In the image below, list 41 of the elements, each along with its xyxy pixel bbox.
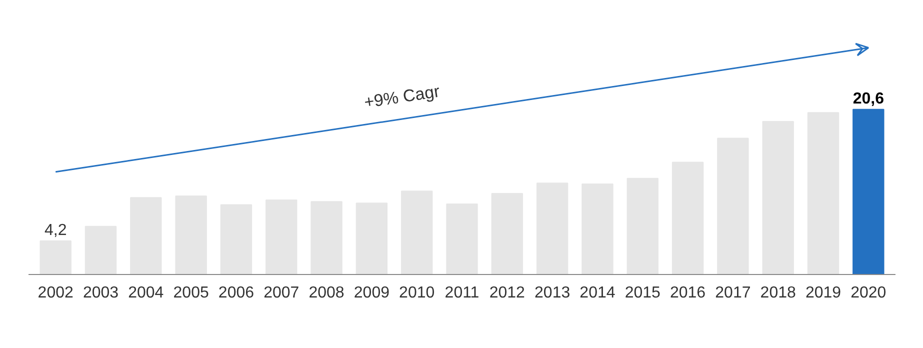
bar — [807, 112, 840, 274]
x-tick-label: 2014 — [580, 284, 616, 302]
x-tick-label: 2004 — [128, 284, 164, 302]
x-tick-label: 2009 — [354, 284, 390, 302]
x-tick-label: 2010 — [399, 284, 435, 302]
bar — [356, 202, 388, 274]
bar — [536, 182, 568, 274]
x-tick-label: 2005 — [173, 284, 209, 302]
annotation: +9% Cagr — [362, 82, 442, 112]
bar — [491, 193, 524, 274]
x-tick-label: 2013 — [534, 284, 570, 302]
bar — [717, 138, 749, 274]
bar — [266, 199, 298, 274]
bar — [446, 203, 478, 274]
x-tick-label: 2019 — [805, 284, 842, 302]
bar — [40, 240, 72, 274]
bar — [852, 108, 884, 274]
bar — [84, 226, 117, 274]
x-tick-label: 2015 — [624, 284, 661, 302]
bar — [220, 204, 252, 274]
x-tick-label: 2007 — [264, 284, 300, 302]
bar — [626, 178, 658, 274]
x-tick-label: 2017 — [715, 284, 751, 302]
bar — [672, 162, 704, 274]
x-tick-label: 2012 — [489, 284, 526, 302]
bar — [762, 120, 794, 274]
x-tick-label: 2006 — [218, 284, 254, 302]
x-tick-label: 2011 — [444, 284, 480, 302]
bar — [175, 195, 207, 274]
bar — [400, 190, 433, 274]
data-label: 20,6 — [852, 90, 884, 108]
x-tick-label: 2016 — [670, 284, 706, 302]
x-tick-label: 2003 — [82, 284, 119, 302]
x-tick-label: 2020 — [850, 284, 886, 302]
data-label: 4,2 — [44, 222, 67, 239]
x-tick-label: 2018 — [760, 284, 796, 302]
x-tick-label: 2008 — [308, 284, 344, 302]
bar — [582, 183, 614, 274]
x-tick-label: 2002 — [38, 284, 74, 302]
bar — [130, 197, 162, 274]
bar — [310, 201, 342, 274]
